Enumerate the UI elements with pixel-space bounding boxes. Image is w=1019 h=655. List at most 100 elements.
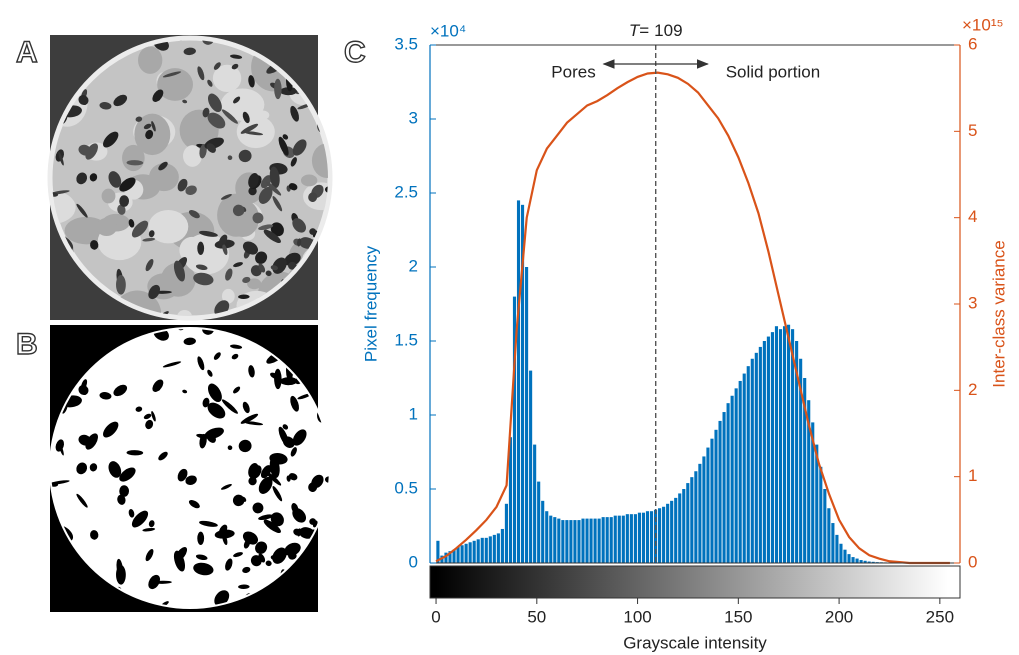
bar — [500, 528, 504, 563]
bar — [472, 540, 476, 563]
bar — [698, 463, 702, 563]
pore — [288, 183, 298, 191]
pore — [173, 260, 186, 282]
pore — [265, 560, 272, 567]
pore — [319, 380, 329, 390]
pore — [202, 107, 210, 118]
pore — [126, 450, 144, 456]
pore — [162, 71, 182, 78]
grain — [212, 64, 242, 92]
pore — [266, 471, 282, 486]
pore — [242, 401, 250, 414]
grain — [221, 288, 235, 304]
pore — [319, 90, 328, 100]
pore — [145, 129, 154, 140]
bar — [706, 447, 710, 563]
bar — [520, 204, 525, 563]
pore — [182, 389, 188, 394]
pore — [270, 512, 284, 527]
x-tick-label: 200 — [825, 607, 853, 626]
pore — [103, 131, 119, 148]
pore — [324, 186, 328, 193]
y-tick-label: 2.5 — [394, 182, 418, 201]
pore — [214, 590, 230, 607]
y-tick-label: 3 — [409, 108, 418, 127]
pore — [280, 377, 298, 386]
pore — [290, 447, 297, 457]
pore — [119, 177, 136, 192]
pore — [308, 482, 318, 492]
pore — [197, 66, 205, 81]
pore — [248, 173, 259, 189]
bar — [662, 506, 666, 563]
x-tick-label: 250 — [926, 607, 954, 626]
bar — [573, 520, 577, 563]
pore — [117, 204, 126, 215]
pore — [309, 228, 317, 235]
pore — [252, 502, 264, 514]
pore — [108, 461, 122, 478]
pore — [232, 204, 245, 217]
bar — [859, 560, 863, 563]
annotation: Pores — [551, 62, 595, 81]
y2-tick-label: 4 — [968, 207, 977, 226]
bar — [770, 332, 775, 563]
bar — [815, 444, 819, 563]
pore — [76, 462, 88, 475]
bar — [799, 358, 803, 563]
pore — [185, 475, 197, 485]
bar — [545, 511, 549, 563]
pore — [284, 252, 301, 266]
grain — [182, 145, 202, 167]
pore — [113, 384, 128, 397]
pore — [272, 486, 283, 502]
pore — [142, 527, 156, 532]
grain — [220, 88, 265, 121]
pore — [231, 353, 239, 360]
bar — [831, 523, 835, 563]
y-multiplier: ×10⁴ — [430, 21, 466, 40]
grain — [101, 188, 116, 204]
bar — [807, 400, 811, 563]
pore — [258, 553, 266, 563]
panel-label: A — [16, 36, 38, 69]
pore — [225, 558, 233, 571]
pore — [266, 181, 282, 196]
bar — [593, 518, 597, 563]
bar — [625, 514, 629, 563]
pore — [89, 173, 98, 182]
bar — [448, 551, 452, 563]
bar — [529, 370, 533, 563]
bar — [496, 533, 500, 563]
pore — [292, 218, 307, 233]
pore — [162, 361, 182, 368]
y-tick-label: 2 — [409, 256, 418, 275]
pore — [117, 494, 126, 505]
bar — [811, 422, 815, 563]
bar — [742, 373, 746, 563]
bar — [670, 500, 674, 563]
pore — [233, 552, 243, 558]
pore — [230, 344, 243, 349]
pore — [218, 234, 228, 246]
pore — [142, 237, 156, 242]
bar — [541, 500, 545, 563]
bar — [851, 557, 855, 563]
pore — [85, 143, 98, 160]
bar — [678, 493, 682, 563]
pore — [99, 102, 112, 110]
y-tick-label: 1.5 — [394, 330, 418, 349]
pore — [76, 493, 88, 508]
pore — [193, 272, 214, 286]
pore — [240, 413, 259, 424]
pore — [238, 439, 252, 453]
y2-tick-label: 0 — [968, 552, 977, 571]
bar — [525, 267, 529, 563]
pore — [282, 424, 289, 430]
pore — [290, 105, 300, 122]
pore — [240, 123, 259, 134]
threshold-label-part: 109 — [654, 21, 682, 40]
pore — [103, 421, 119, 438]
bar — [609, 517, 613, 563]
